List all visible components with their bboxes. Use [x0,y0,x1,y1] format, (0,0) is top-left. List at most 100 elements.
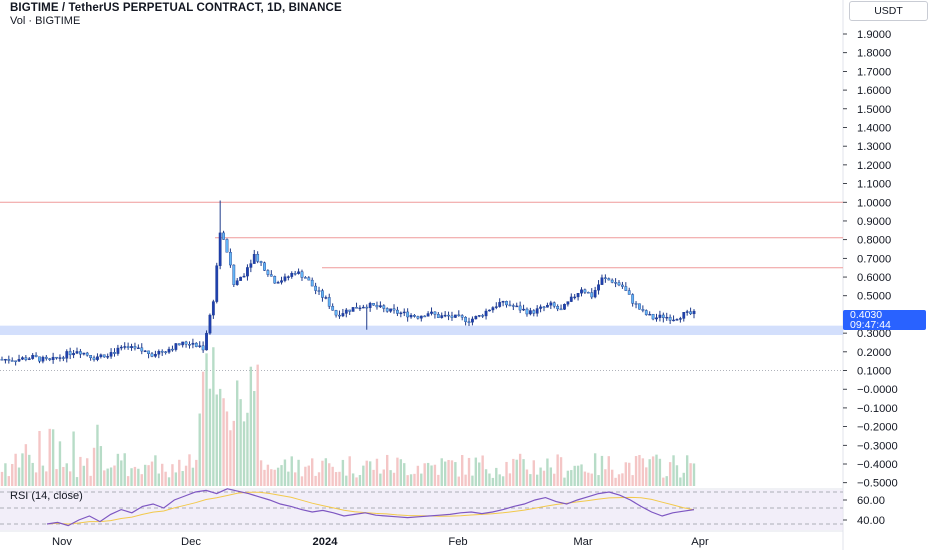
candle-body [453,314,457,318]
rsi-indicator-label[interactable]: RSI (14, close) [10,490,83,502]
volume-indicator-label[interactable]: Vol · BIGTIME [10,15,81,27]
price-tick-label: 0.9000 [857,216,891,228]
volume-bar [328,463,331,486]
candle-body [242,275,246,278]
candle-body [201,345,205,351]
volume-bar [641,458,645,486]
volume-bar [79,456,82,486]
volume-bar [672,455,675,486]
volume-bar [324,458,328,486]
volume-bar [45,471,48,486]
volume-bar [249,366,253,486]
candle-body [79,351,82,355]
candle-body [113,352,116,354]
volume-bar [396,457,399,486]
candle-body [0,359,4,361]
candle-body [443,314,447,317]
volume-bar [263,469,266,486]
volume-bar [307,465,310,486]
candle-body [355,307,358,309]
candle-body [269,274,273,277]
volume-bar [610,469,614,486]
candle-body [668,316,672,321]
candle-body [119,346,123,349]
volume-bar [120,460,123,486]
rsi-tick-label: 60.00 [857,495,885,507]
candle-body [399,312,403,315]
time-tick-label: Dec [181,536,201,548]
volume-bar [372,469,375,486]
volume-bar [270,469,273,486]
candle-body [252,254,256,264]
volume-bar [368,461,372,486]
volume-bar [484,469,488,486]
candle-body [51,356,55,361]
candle-body [580,289,583,294]
volume-bar [256,364,259,486]
volume-bar [573,465,576,486]
candle-body [675,319,679,321]
price-levels [0,201,843,372]
volume-bar [188,454,191,486]
candle-body [38,356,41,362]
volume-bar [147,465,150,486]
volume-bar [443,461,447,486]
volume-bar [130,468,133,486]
candle-body [419,315,423,319]
candle-body [44,356,48,359]
currency-button[interactable]: USDT [849,1,928,21]
volume-bar [358,475,362,486]
volume-bar [501,476,505,486]
candle-body [307,277,311,281]
candle-body [351,307,355,312]
volume-bar [651,456,655,486]
candle-body [164,351,168,353]
candle-body [327,297,331,307]
candle-body [436,314,440,318]
candle-body [597,284,600,291]
candle-body [17,359,21,362]
candle-body [256,254,260,262]
candle-body [65,351,69,359]
volume-bar [604,469,607,486]
volume-bar [597,475,600,486]
volume-bar [679,477,682,486]
candle-body [324,297,328,299]
volume-bar [478,462,481,486]
price-axis[interactable]: 1.9000 1.8000 1.7000 1.6000 1.5000 1.4000 1.30… [843,29,898,527]
volume-bar [113,465,116,486]
volume-bar [450,460,454,486]
volume-bar [321,460,324,486]
candle-body [559,308,563,311]
volume-bar [242,421,246,486]
volume-bar [406,475,409,486]
candle-body [310,279,314,287]
symbol-title[interactable]: BIGTIME / TetherUS PERPETUAL CONTRACT, 1… [10,2,342,14]
volume-bar [542,470,546,486]
price-tick-label: 0.5000 [857,291,891,303]
volume-bar [512,458,515,486]
volume-bar [253,391,256,486]
volume-bar [522,459,525,486]
candle-body [692,310,696,315]
volume-bar [628,462,631,486]
volume-bar [341,459,345,486]
candle-body [358,307,362,310]
volume-bar [116,453,120,486]
candle-body [539,306,542,309]
volume-bar [668,462,672,486]
volume-bar [617,474,621,486]
volume-bar [215,394,218,486]
time-axis[interactable]: Nov Dec 2024 Feb Mar Apr [0,530,843,548]
volume-bar [481,455,484,486]
candle-body [430,311,433,314]
volume-bar [290,456,293,486]
candle-body [85,352,89,356]
volume-bar [133,466,137,486]
volume-bar [645,467,648,486]
candle-body [143,350,147,353]
candle-body [535,308,539,314]
volume-bar [191,467,195,486]
candle-body [31,355,35,359]
